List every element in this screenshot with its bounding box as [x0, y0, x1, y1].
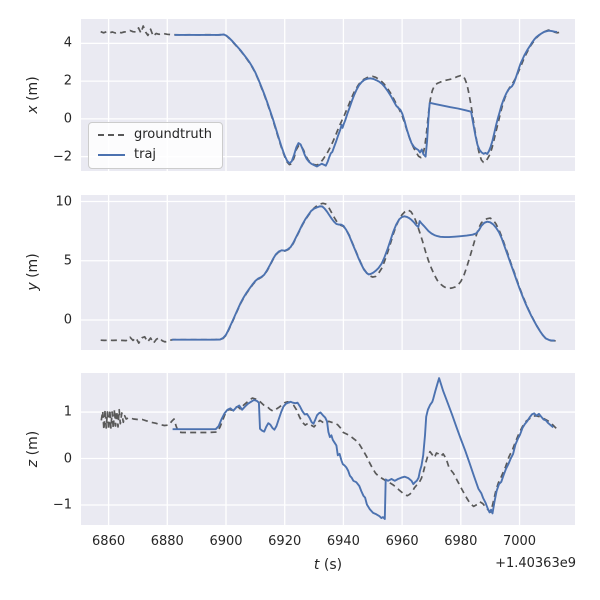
y-axis-label-z: z (m): [25, 430, 41, 468]
y-tick-label: 0: [63, 111, 72, 127]
groundtruth-line: [100, 397, 557, 513]
x-tick-label: 6860: [92, 534, 126, 549]
traj-solid-line-icon: [98, 154, 125, 157]
y-tick-label: 4: [63, 35, 72, 51]
y-tick-label: 5: [63, 253, 72, 269]
y-tick-label: 10: [55, 194, 72, 210]
subplot-z-panel: [81, 373, 575, 525]
y-tick-label: 0: [63, 451, 72, 467]
x-tick-label: 7000: [502, 534, 537, 549]
y-axis-label-x: x (m): [25, 76, 41, 114]
y-tick-label: 1: [63, 404, 72, 420]
subplot-z-plot: [81, 373, 575, 525]
y-tick-label: 2: [63, 73, 72, 89]
x-tick-label: 6980: [444, 534, 478, 549]
x-axis-label: t (s): [313, 557, 343, 573]
subplot-y-panel: [81, 195, 575, 350]
traj-line: [174, 29, 558, 168]
legend: groundtruth traj: [88, 122, 224, 169]
groundtruth-dashed-line-icon: [98, 134, 125, 137]
x-tick-label: 6900: [209, 534, 243, 549]
y-axis-label-y: y (m): [25, 253, 41, 291]
legend-label: traj: [134, 147, 157, 163]
y-tick-label: 0: [63, 312, 72, 328]
traj-line: [172, 377, 554, 520]
legend-item-traj: traj: [98, 147, 212, 163]
x-tick-label: 6880: [150, 534, 184, 549]
legend-label: groundtruth: [134, 127, 213, 142]
y-tick-label: −1: [52, 497, 72, 513]
x-tick-label: 6960: [385, 534, 419, 549]
x-axis-offset-text: +1.40363e9: [495, 556, 576, 571]
legend-item-groundtruth: groundtruth: [98, 127, 213, 142]
x-tick-label: 6920: [268, 534, 302, 549]
subplot-y-plot: [81, 195, 575, 350]
y-tick-label: −2: [52, 149, 72, 165]
x-tick-label: 6940: [326, 534, 360, 549]
groundtruth-line: [100, 202, 558, 344]
traj-line: [171, 205, 555, 342]
